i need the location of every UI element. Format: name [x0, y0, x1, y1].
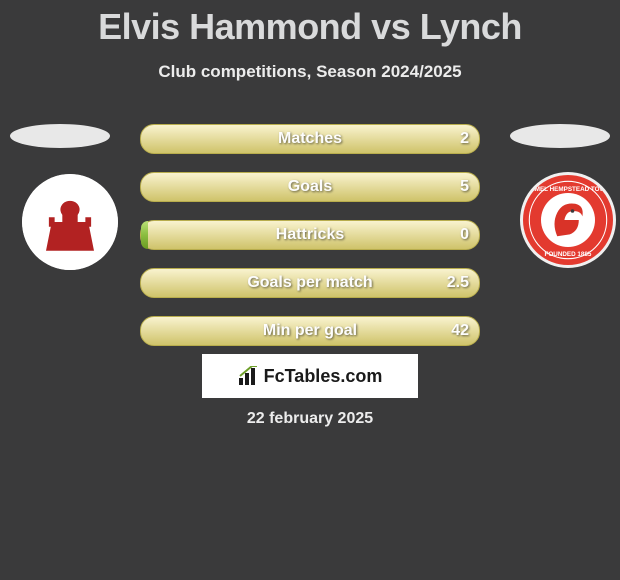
stat-label: Min per goal — [263, 322, 357, 340]
footer-brand-text: FcTables.com — [264, 366, 383, 387]
hempstead-crest-icon: HEMEL HEMPSTEAD TOWN FOUNDED 1885 — [523, 175, 613, 265]
stat-label: Goals — [288, 178, 332, 196]
stat-label: Hattricks — [276, 226, 344, 244]
stat-row-hattricks: Hattricks 0 — [140, 220, 480, 250]
stat-fill — [141, 221, 148, 249]
stats-container: Matches 2 Goals 5 Hattricks 0 Goals per … — [140, 124, 480, 364]
stat-row-min-per-goal: Min per goal 42 — [140, 316, 480, 346]
svg-text:HEMEL HEMPSTEAD TOWN: HEMEL HEMPSTEAD TOWN — [526, 186, 611, 193]
stat-right-value: 2.5 — [447, 274, 469, 292]
club-crest-right: HEMEL HEMPSTEAD TOWN FOUNDED 1885 — [520, 172, 616, 268]
stat-right-value: 42 — [451, 322, 469, 340]
subtitle: Club competitions, Season 2024/2025 — [0, 62, 620, 82]
player-silhouette-left — [10, 124, 110, 148]
bars-icon — [238, 366, 260, 386]
comparison-card: Elvis Hammond vs Lynch Club competitions… — [0, 0, 620, 580]
stat-row-matches: Matches 2 — [140, 124, 480, 154]
page-title: Elvis Hammond vs Lynch — [0, 0, 620, 48]
footer-brand-box[interactable]: FcTables.com — [202, 354, 418, 398]
stat-row-goals: Goals 5 — [140, 172, 480, 202]
player-silhouette-right — [510, 124, 610, 148]
date-text: 22 february 2025 — [0, 410, 620, 428]
stat-right-value: 0 — [455, 226, 469, 244]
stat-row-goals-per-match: Goals per match 2.5 — [140, 268, 480, 298]
club-crest-left — [22, 174, 118, 270]
tower-icon — [22, 174, 118, 270]
stat-label: Goals per match — [247, 274, 372, 292]
stat-label: Matches — [278, 130, 342, 148]
svg-text:FOUNDED 1885: FOUNDED 1885 — [545, 251, 592, 258]
stat-right-value: 5 — [455, 178, 469, 196]
stat-right-value: 2 — [455, 130, 469, 148]
